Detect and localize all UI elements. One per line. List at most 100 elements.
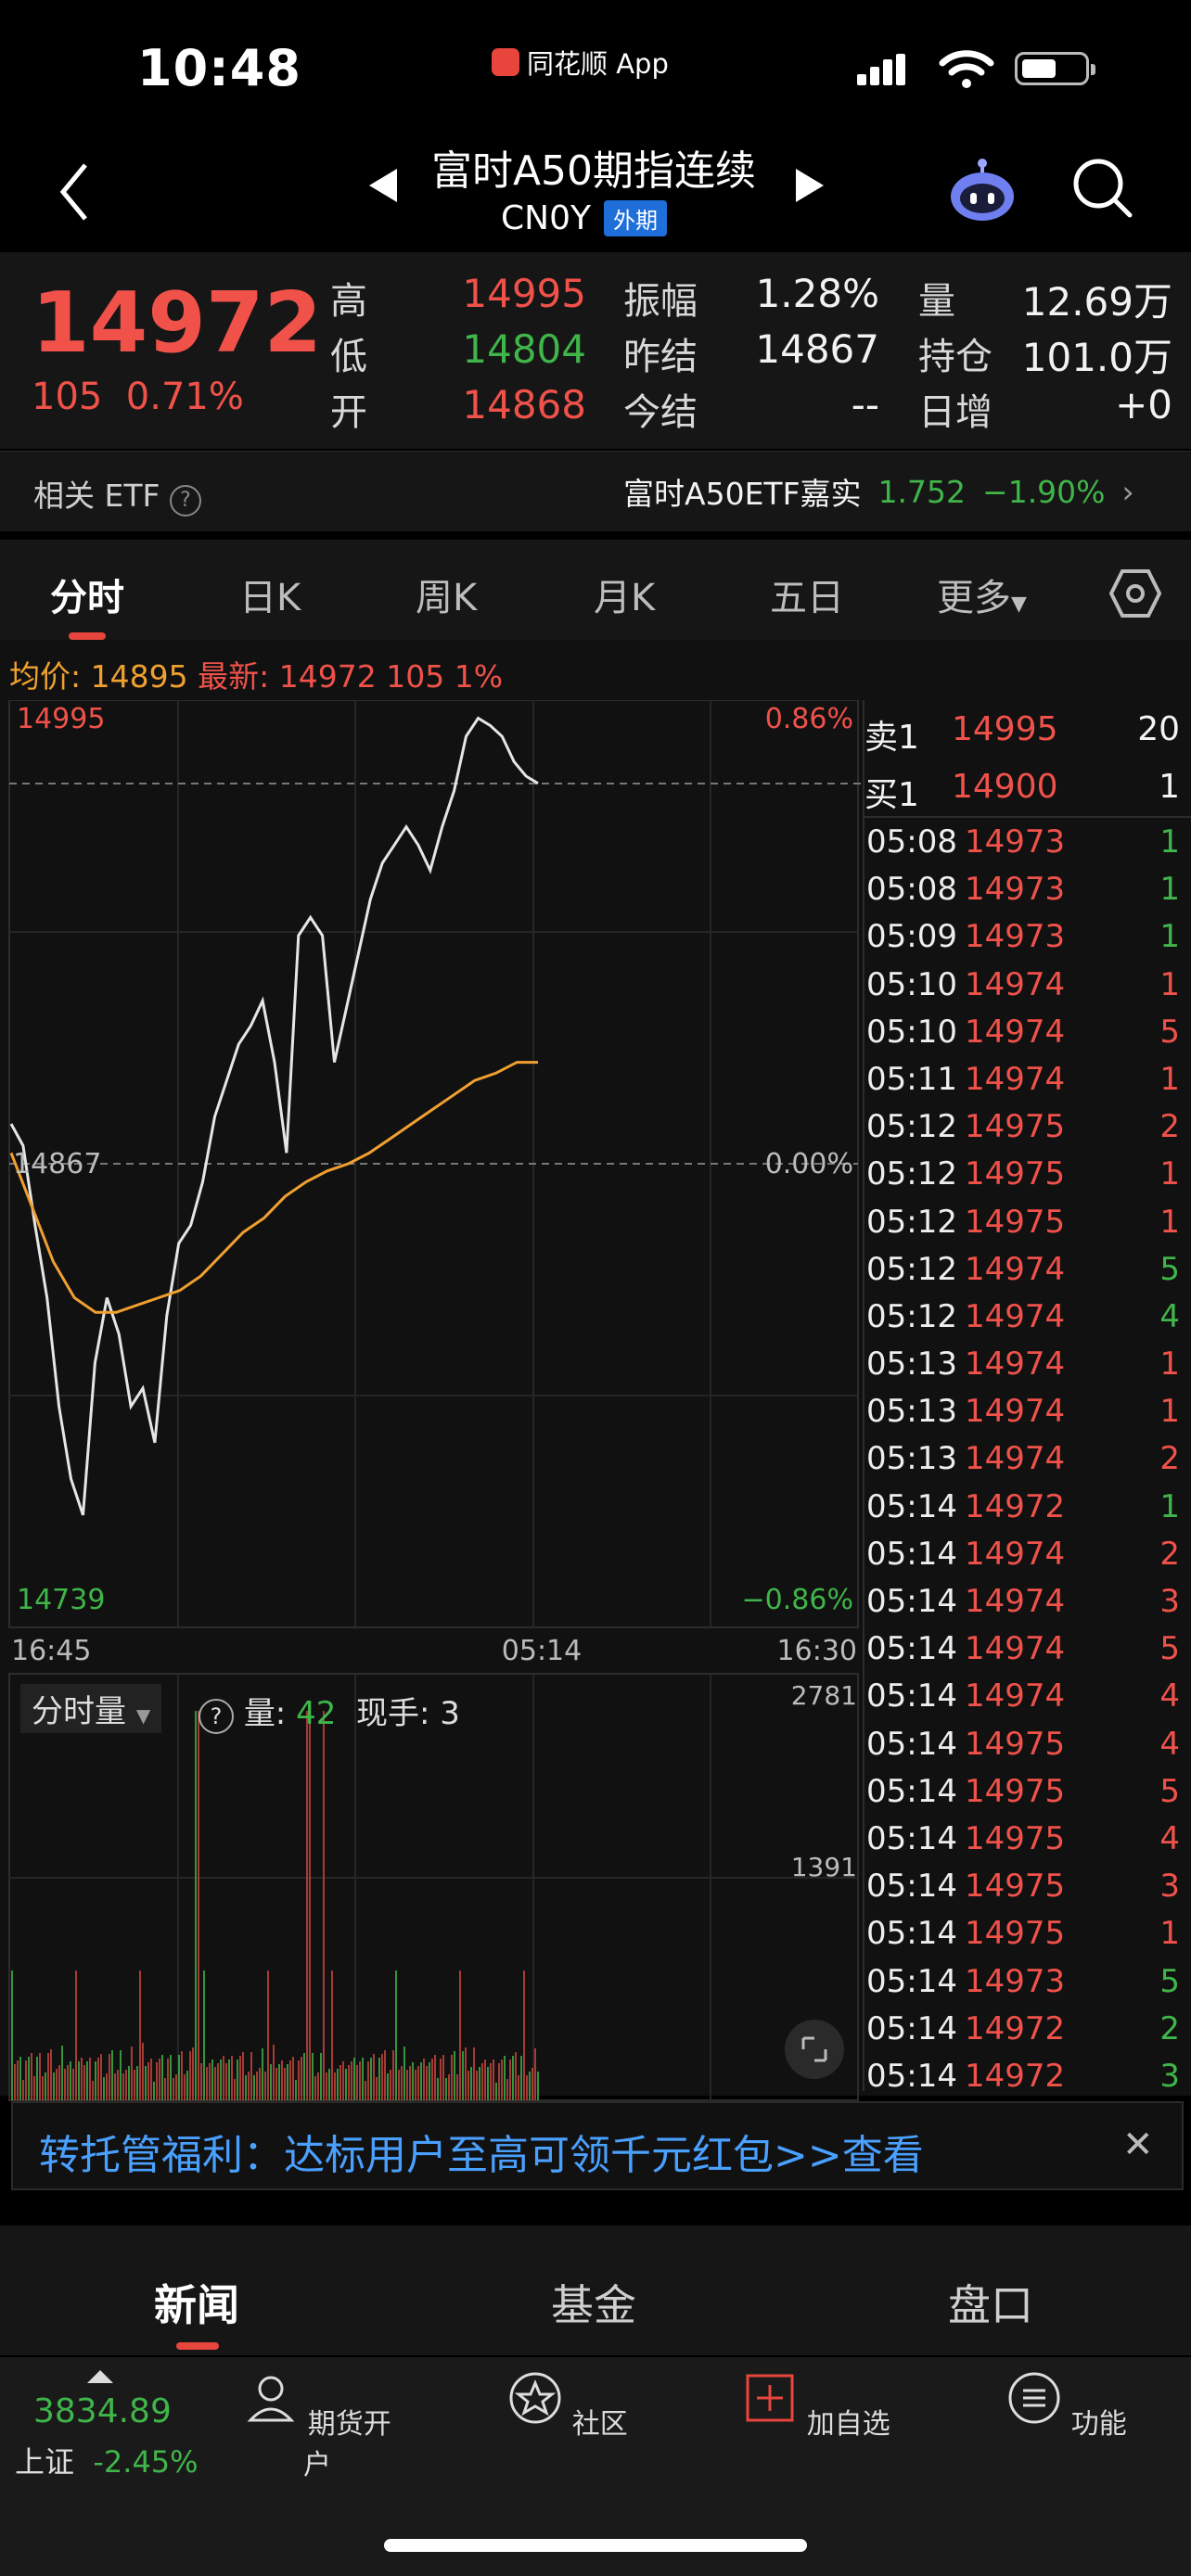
contract-code: CN0Y 外期	[501, 199, 667, 237]
expand-up-icon[interactable]	[87, 2370, 113, 2383]
close-icon[interactable]: ✕	[1122, 2123, 1154, 2166]
volume-bar	[75, 1970, 77, 2100]
tick-price: 14974	[965, 1440, 1066, 1478]
volume-bar	[225, 2063, 227, 2100]
tick-qty: 1	[1159, 918, 1180, 956]
volume-info: ? 量: 42 现手: 3	[198, 1688, 460, 1734]
tick-time: 05:14	[866, 1583, 957, 1620]
volume-bar	[136, 2066, 138, 2100]
nav-add-watchlist[interactable]: 加自选	[742, 2370, 890, 2442]
tick-qty: 5	[1159, 1013, 1180, 1051]
tick-qty: 3	[1159, 1868, 1180, 1906]
avg-label: 均价:	[9, 658, 82, 695]
volume-bar	[245, 2075, 247, 2100]
tab-five-day[interactable]: 五日	[770, 577, 844, 619]
volume-bar	[178, 2055, 180, 2100]
volume-bar	[206, 2067, 208, 2100]
tab-weekly-k[interactable]: 周K	[416, 577, 478, 619]
volume-bar	[150, 2059, 152, 2100]
next-contract-icon[interactable]	[796, 169, 824, 202]
volume-bar	[256, 2072, 258, 2100]
app-indicator: 同花顺 App	[492, 43, 669, 82]
volume-bar	[58, 2065, 60, 2100]
volume-bar	[11, 1970, 13, 2100]
status-bar	[0, 0, 1191, 139]
volume-bar	[192, 2047, 194, 2100]
volume-bar	[345, 2069, 347, 2100]
tab-market-depth[interactable]: 盘口	[948, 2280, 1033, 2330]
volume-bar	[401, 2066, 403, 2100]
tab-intraday[interactable]: 分时	[50, 577, 124, 619]
promo-text[interactable]: 转托管福利：达标用户至高可领千元红包>>查看	[39, 2132, 924, 2179]
volume-bar	[537, 2072, 539, 2100]
x-label-mid: 05:14	[502, 1635, 582, 1667]
volume-bar	[170, 2055, 172, 2100]
volume-bar	[173, 2078, 174, 2100]
tick-row: 05:10 14974 1	[864, 961, 1184, 1008]
volume-bar	[473, 2047, 475, 2100]
volume-bar	[270, 2064, 272, 2100]
volume-bar	[289, 2060, 291, 2100]
help-icon[interactable]: ?	[198, 1699, 234, 1734]
nav-community[interactable]: 社区	[493, 2370, 642, 2442]
search-icon[interactable]	[1070, 156, 1135, 221]
page-title: 富时A50期指连续	[430, 147, 757, 195]
volume-bar	[61, 2046, 63, 2100]
volume-bar	[50, 2049, 52, 2100]
volume-bars	[11, 1711, 539, 2100]
tick-price: 14974	[965, 1250, 1066, 1288]
tick-list[interactable]: 05:08 14973 1 05:08 14973 1 05:09 14973 1 05:10 14…	[864, 818, 1184, 2099]
volume-bar	[14, 2064, 16, 2100]
assistant-robot-icon[interactable]	[948, 156, 1017, 224]
tick-time: 05:14	[866, 1915, 957, 1953]
back-icon[interactable]	[56, 159, 93, 224]
prev-contract-icon[interactable]	[369, 169, 397, 202]
last-price: 14972	[32, 274, 323, 372]
tab-more[interactable]: 更多▼	[937, 567, 1027, 621]
volume-bar	[534, 2048, 536, 2100]
volume-bar	[275, 2068, 277, 2100]
tick-time: 05:14	[866, 1962, 957, 2000]
etf-quote[interactable]: 富时A50ETF嘉实 1.752 −1.90% ›	[623, 469, 1134, 514]
volume-bar	[465, 2047, 467, 2100]
high-label: 高	[330, 280, 367, 323]
volume-label: 量	[918, 280, 955, 323]
tick-time: 05:12	[866, 1155, 957, 1193]
settings-icon[interactable]	[1109, 567, 1161, 619]
volume-bar	[434, 2055, 436, 2100]
nav-futures-account[interactable]: 期货开户	[243, 2370, 391, 2482]
nav-functions[interactable]: 功能	[992, 2370, 1141, 2442]
nav-add-watchlist-label: 加自选	[806, 2408, 890, 2441]
tick-price: 14975	[965, 1725, 1066, 1763]
quote-panel	[0, 252, 1191, 449]
tab-monthly-k[interactable]: 月K	[594, 577, 656, 619]
bid-price: 14900	[952, 768, 1058, 806]
tab-daily-k[interactable]: 日K	[239, 577, 301, 619]
volume-bar	[131, 2047, 133, 2100]
volume-bar	[367, 2061, 369, 2100]
tick-time: 05:12	[866, 1203, 957, 1241]
latest-change: 105	[386, 658, 445, 695]
volume-bar	[479, 2067, 480, 2100]
tab-funds[interactable]: 基金	[551, 2280, 636, 2330]
index-value[interactable]: 3834.89	[33, 2392, 172, 2430]
bottom-tab-indicator	[176, 2342, 219, 2350]
volume-bar	[526, 2075, 528, 2100]
intraday-chart[interactable]: 14995 14867 14739 0.86% 0.00% −0.86% 16:…	[0, 700, 863, 2105]
index-widget[interactable]: 上证 -2.45%	[15, 2439, 198, 2481]
volume-bar	[512, 2056, 514, 2100]
promo-banner[interactable]	[11, 2101, 1184, 2190]
tick-qty: 1	[1159, 823, 1180, 861]
volume-bar	[392, 2050, 394, 2100]
volume-bar	[309, 1711, 311, 2100]
tick-time: 05:12	[866, 1108, 957, 1146]
x-label-start: 16:45	[11, 1635, 91, 1667]
volume-bar	[362, 2058, 364, 2100]
fullscreen-button[interactable]	[785, 2020, 844, 2079]
tick-price: 14974	[965, 1583, 1066, 1620]
volume-selector[interactable]: 分时量 ▼	[20, 1684, 162, 1733]
tab-news[interactable]: 新闻	[154, 2280, 239, 2330]
help-icon[interactable]: ?	[169, 485, 201, 516]
tick-price: 14974	[965, 1535, 1066, 1573]
volume-bar	[28, 2057, 30, 2100]
